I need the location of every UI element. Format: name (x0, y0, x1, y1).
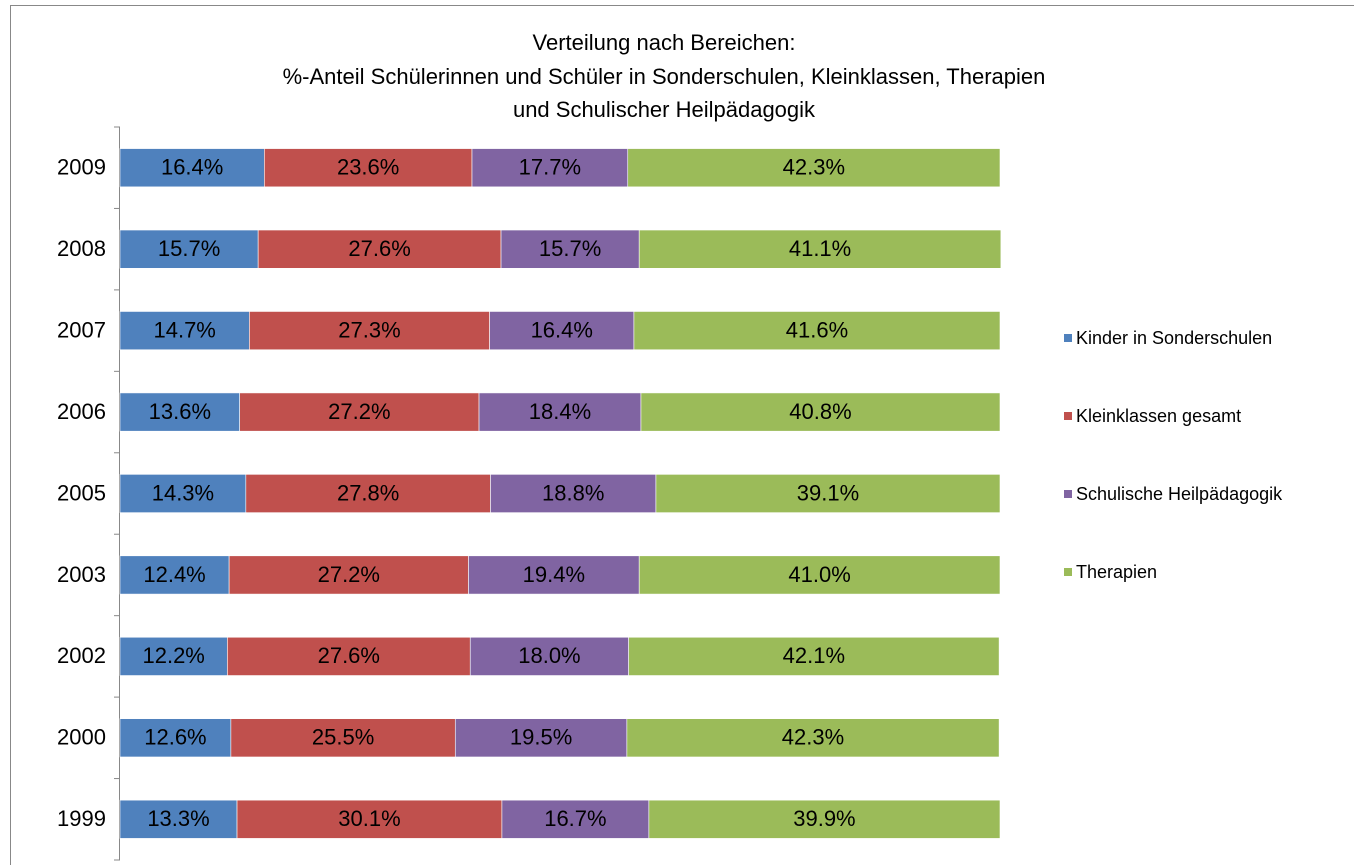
data-label: 12.6% (144, 725, 206, 750)
bar-segment (454, 718, 628, 758)
bar-segment (490, 474, 657, 513)
bar-segment (264, 148, 473, 188)
y-tick-label: 2008 (57, 236, 106, 261)
data-label: 42.1% (783, 643, 845, 668)
legend-label: Kinder in Sonderschulen (1076, 328, 1272, 348)
data-label: 19.4% (523, 562, 585, 587)
data-label: 19.5% (510, 725, 572, 750)
data-label: 16.4% (161, 155, 223, 180)
data-label: 42.3% (782, 725, 844, 750)
data-label: 13.6% (149, 399, 211, 424)
data-label: 18.8% (542, 480, 604, 505)
y-tick-label: 2002 (57, 643, 106, 668)
data-label: 16.7% (544, 806, 606, 831)
legend-label: Schulische Heilpädagogik (1076, 484, 1283, 504)
legend-swatch (1064, 568, 1072, 576)
bar-segment (638, 555, 1001, 595)
bar-segment (228, 555, 469, 595)
data-label: 12.2% (142, 643, 204, 668)
data-label: 15.7% (539, 236, 601, 261)
data-label: 13.3% (147, 806, 209, 831)
y-tick-label: 1999 (57, 806, 106, 831)
bar-segment (119, 636, 228, 676)
data-label: 27.6% (348, 236, 410, 261)
data-label: 27.8% (337, 480, 399, 505)
data-label: 40.8% (789, 399, 851, 424)
data-label: 42.3% (783, 155, 845, 180)
bar-segment (638, 229, 1002, 269)
data-label: 41.0% (788, 562, 850, 587)
data-label: 18.0% (518, 643, 580, 668)
bar-segment (633, 311, 1001, 351)
bar-segment (627, 148, 1001, 188)
chart-title: und Schulischer Heilpädagogik (513, 97, 816, 122)
bar-segment (628, 636, 1000, 676)
y-tick-label: 2007 (57, 317, 106, 342)
bar-segment (257, 229, 502, 269)
legend-swatch (1064, 334, 1072, 342)
legend-label: Therapien (1076, 562, 1157, 582)
bar-segment (648, 799, 1001, 839)
chart-title: Verteilung nach Bereichen: (533, 30, 796, 55)
bar-segment (227, 636, 471, 676)
data-label: 39.1% (797, 480, 859, 505)
bar-segment (119, 311, 250, 351)
y-tick-label: 2003 (57, 562, 106, 587)
data-label: 23.6% (337, 155, 399, 180)
legend-swatch (1064, 412, 1072, 420)
bar-segment (245, 474, 491, 513)
bar-segment (626, 718, 1000, 758)
y-tick-label: 2009 (57, 155, 106, 180)
bar-segment (478, 392, 642, 432)
data-label: 17.7% (519, 155, 581, 180)
bar-segment (119, 474, 247, 513)
y-tick-label: 2006 (57, 399, 106, 424)
data-label: 41.6% (786, 317, 848, 342)
legend-swatch (1064, 490, 1072, 498)
data-label: 25.5% (312, 725, 374, 750)
data-label: 27.3% (338, 317, 400, 342)
bar-segment (640, 392, 1001, 432)
data-label: 27.2% (328, 399, 390, 424)
bar-segment (249, 311, 490, 351)
data-label: 12.4% (143, 562, 205, 587)
data-label: 27.2% (318, 562, 380, 587)
data-label: 14.3% (152, 480, 214, 505)
data-label: 15.7% (158, 236, 220, 261)
y-tick-label: 2000 (57, 725, 106, 750)
bar-segment (119, 148, 265, 188)
data-label: 39.9% (793, 806, 855, 831)
bar-segment (119, 392, 240, 432)
bar-segment (239, 392, 480, 432)
bar-segment (501, 799, 650, 839)
chart-title: %-Anteil Schülerinnen und Schüler in Son… (283, 64, 1046, 89)
bar-segment (500, 229, 640, 269)
data-label: 14.7% (153, 317, 215, 342)
data-label: 41.1% (789, 236, 851, 261)
bar-segment (655, 474, 1001, 513)
legend-label: Kleinklassen gesamt (1076, 406, 1241, 426)
data-label: 16.4% (531, 317, 593, 342)
bar-segment (471, 148, 629, 188)
data-label: 30.1% (338, 806, 400, 831)
bar-segment (119, 229, 259, 269)
data-label: 18.4% (529, 399, 591, 424)
y-tick-label: 2005 (57, 480, 106, 505)
bar-segment (489, 311, 635, 351)
bar-segment (236, 799, 503, 839)
data-label: 27.6% (318, 643, 380, 668)
bar-segment (119, 799, 238, 839)
